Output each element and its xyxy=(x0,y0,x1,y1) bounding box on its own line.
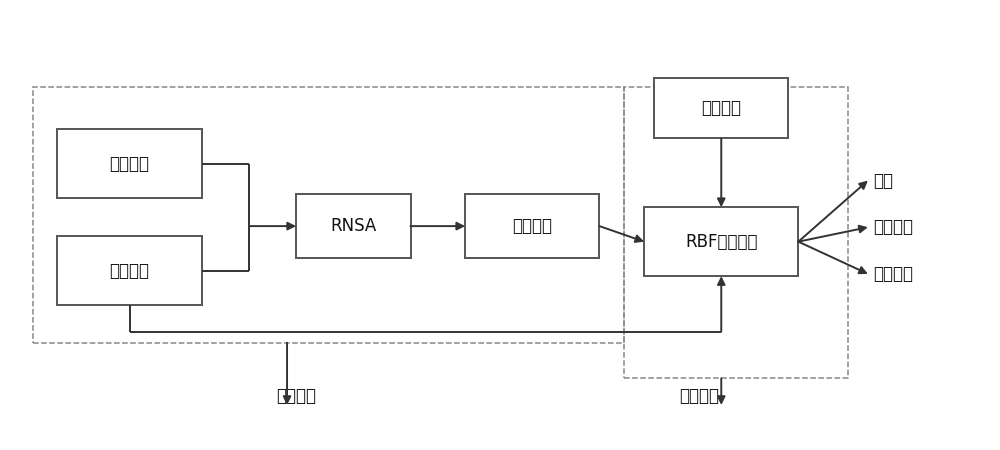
Text: 训练阶段: 训练阶段 xyxy=(276,387,316,405)
Text: RNSA: RNSA xyxy=(330,217,376,235)
FancyBboxPatch shape xyxy=(57,130,202,198)
Text: 诊断阶段: 诊断阶段 xyxy=(679,387,719,405)
FancyBboxPatch shape xyxy=(644,207,798,276)
Text: 正常: 正常 xyxy=(873,171,893,189)
Text: 已知故障: 已知故障 xyxy=(873,218,913,236)
FancyBboxPatch shape xyxy=(296,194,411,258)
Text: 未知故障: 未知故障 xyxy=(512,217,552,235)
Text: 已知故障: 已知故障 xyxy=(110,261,150,279)
Text: RBF神经网络: RBF神经网络 xyxy=(685,233,758,251)
FancyBboxPatch shape xyxy=(654,78,788,138)
Text: 未知故障: 未知故障 xyxy=(873,265,913,283)
FancyBboxPatch shape xyxy=(465,194,599,258)
FancyBboxPatch shape xyxy=(57,236,202,305)
Text: 正常样本: 正常样本 xyxy=(110,155,150,173)
Text: 测试样本: 测试样本 xyxy=(701,99,741,117)
